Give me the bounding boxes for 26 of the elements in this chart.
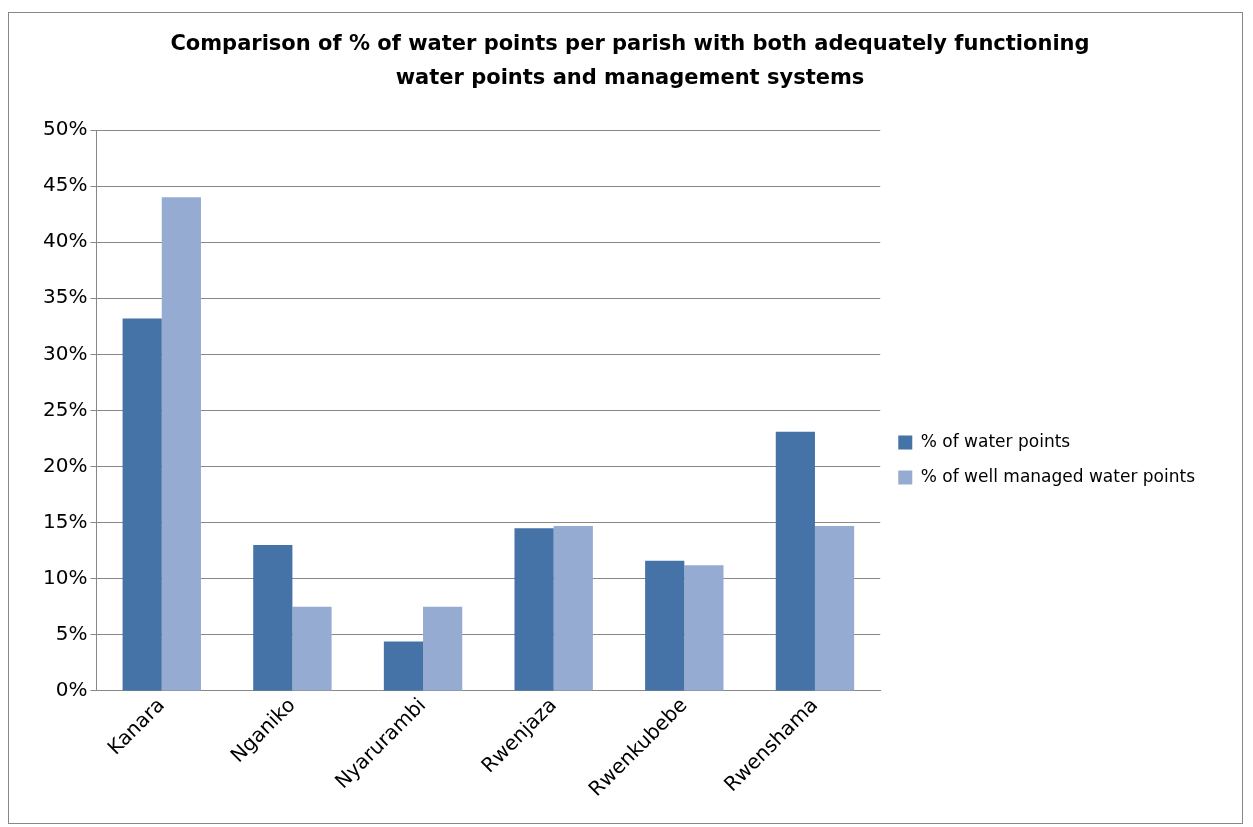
bar (161, 197, 201, 691)
bar (122, 318, 162, 691)
y-tick-label: 30% (43, 340, 88, 365)
y-tick-label: 40% (43, 228, 88, 253)
chart-title: Comparison of % of water points per parish with both adequately functioning water points and management systems (169, 30, 1091, 91)
legend-label: % of water points (920, 430, 1071, 451)
y-tick-label: 15% (43, 508, 88, 533)
bar (514, 528, 554, 691)
legend-label: % of well managed water points (920, 465, 1196, 486)
y-tick-label: 45% (43, 172, 88, 197)
y-tick-label: 50% (43, 116, 88, 141)
bar (645, 560, 685, 691)
y-tick-label: 25% (43, 396, 88, 421)
bar (684, 565, 724, 691)
y-tick-label: 10% (43, 564, 88, 589)
bar (775, 431, 815, 691)
y-tick-label: 20% (43, 452, 88, 477)
y-tick-label: 5% (55, 621, 88, 646)
bar (423, 606, 463, 691)
bar (253, 545, 293, 691)
bar (553, 526, 593, 691)
bar (383, 641, 424, 691)
y-tick-label: 35% (43, 284, 88, 309)
y-tick-label: 0% (55, 677, 88, 702)
bar (292, 606, 332, 691)
bar (814, 526, 855, 691)
